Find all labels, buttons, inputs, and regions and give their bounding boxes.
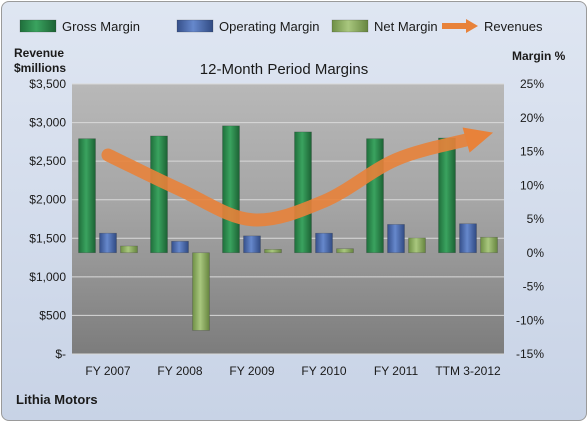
revenues-line [101,133,475,227]
legend-swatch [331,19,369,33]
left-tick-label: $1,000 [29,270,66,284]
legend: Gross Margin Operating Margin Net Margin Re… [19,19,543,34]
gross-margin-bar [294,131,312,254]
category-label: FY 2009 [229,364,274,378]
operating-margin-bar [459,223,477,254]
right-tick-label: -10% [516,313,544,327]
legend-revenues-arrow [466,19,478,33]
chart-title: 12-Month Period Margins [200,61,368,78]
legend-label: Net Margin [374,19,438,34]
category-label: FY 2011 [374,364,419,378]
left-tick-label: $2,000 [29,193,66,207]
right-tick-label: -5% [523,280,545,294]
x-axis: FY 2007 FY 2008 FY 2009 FY 2010 FY 2011 TTM 3… [85,364,501,378]
left-tick-label: $1,500 [29,231,66,245]
right-tick-label: 15% [520,145,544,159]
gridlines [72,83,504,355]
gross-margin-bar [222,125,240,254]
footer-company: Lithia Motors [16,392,98,407]
net-margin-bar [192,252,210,331]
left-tick-label: $2,500 [29,154,66,168]
left-tick-label: $- [55,347,66,361]
net-margin-bar [408,237,426,254]
operating-margin-bar [171,240,189,254]
legend-label: Operating Margin [219,19,319,34]
gross-margin-bar [366,138,384,254]
category-label: FY 2010 [301,364,346,378]
operating-margin-bar [99,232,117,254]
left-tick-label: $500 [39,308,66,322]
revenue-series [101,127,494,227]
left-axis: $- $500 $1,000 $1,500 $2,000 $2,500 $3,000 $3,5… [29,77,66,361]
left-axis-title-line2: $millions [14,61,66,75]
operating-margin-bar [387,224,405,254]
category-label: FY 2008 [157,364,202,378]
right-tick-label: -15% [516,347,544,361]
right-tick-label: 5% [527,212,545,226]
left-tick-label: $3,500 [29,77,66,91]
gross-margin-bar [150,135,168,254]
right-tick-label: 25% [520,77,544,91]
net-margin-bar [120,245,138,254]
left-tick-label: $3,000 [29,116,66,130]
legend-label: Revenues [484,19,543,34]
operating-margin-bar [315,232,333,254]
net-margin-bar [264,249,282,254]
legend-swatch [19,19,57,33]
legend-label: Gross Margin [62,19,140,34]
right-tick-label: 10% [520,178,544,192]
gross-margin-bar [78,138,96,254]
gross-margin-bar [438,137,456,254]
legend-swatch [176,19,214,33]
revenues-arrowhead [462,127,494,153]
category-label: TTM 3-2012 [435,364,501,378]
left-axis-title-line1: Revenue [14,46,64,60]
right-axis: -15% -10% -5% 0% 5% 10% 15% 20% 25% [516,77,544,361]
net-margin-bar [480,236,498,254]
net-margin-bar [336,248,354,254]
operating-margin-bar [243,235,261,254]
right-tick-label: 20% [520,111,544,125]
category-label: FY 2007 [85,364,130,378]
right-axis-title: Margin % [512,49,566,63]
right-tick-label: 0% [527,246,545,260]
